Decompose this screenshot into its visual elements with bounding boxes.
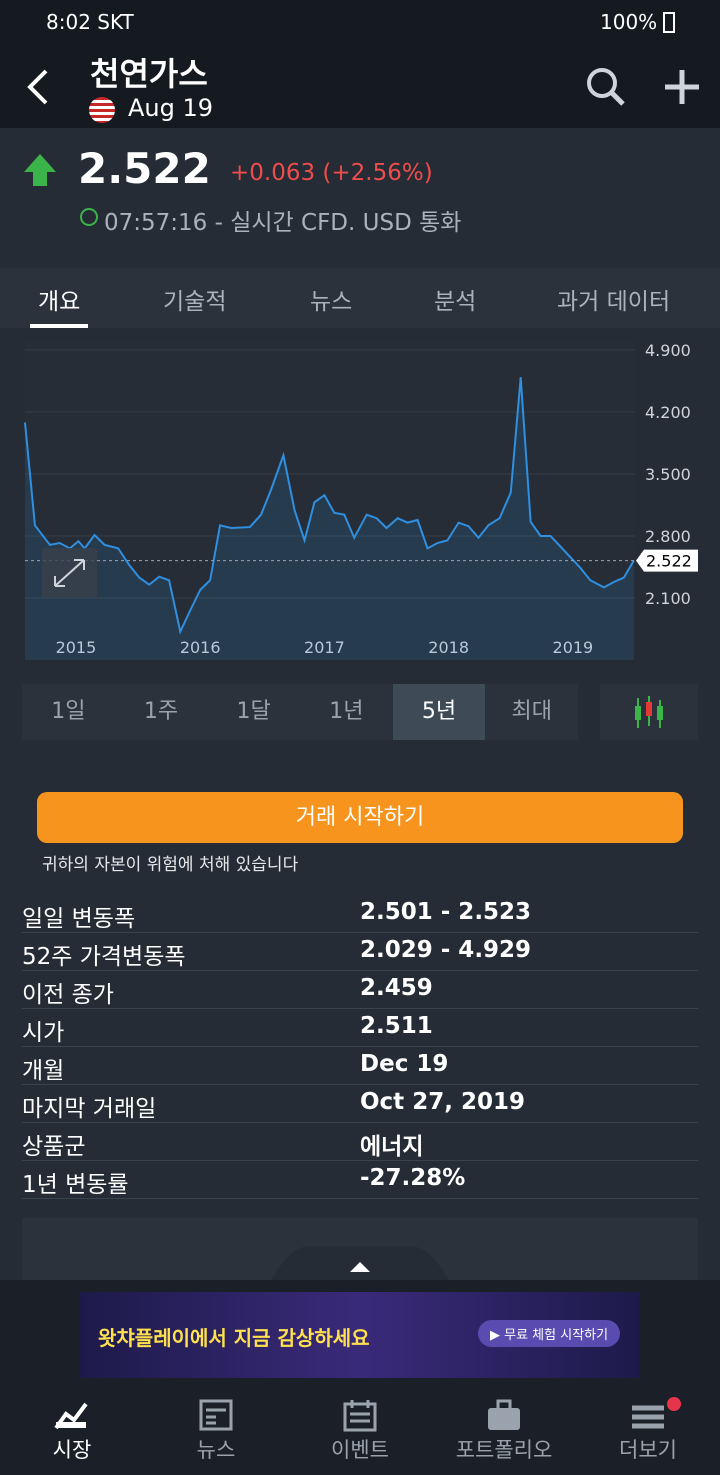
y-tick-label: 2.800 [645, 527, 691, 546]
up-arrow [24, 154, 56, 186]
search-button[interactable] [584, 65, 628, 109]
stat-row: 1년 변동률 -27.28% [22, 1161, 698, 1199]
stat-label: 개월 [22, 1058, 65, 1084]
stat-label: 마지막 거래일 [22, 1096, 157, 1122]
quote-time: 07:57:16 - 실시간 CFD. USD 통화 [104, 210, 462, 236]
nav-item[interactable]: 이벤트 [331, 1438, 389, 1462]
expand-tab[interactable] [270, 1242, 450, 1282]
battery-icon [663, 12, 675, 33]
bottom-nav: 시장 뉴스 이벤트 포트폴리오 더보기 [0, 1390, 720, 1475]
flag [89, 97, 115, 123]
area [25, 377, 634, 660]
nav-item[interactable]: 더보기 [619, 1438, 677, 1462]
last-price-box [636, 549, 698, 572]
back-button[interactable] [24, 67, 54, 107]
stat-row: 일일 변동폭 2.501 - 2.523 [22, 895, 698, 933]
candle-toggle[interactable] [600, 684, 698, 740]
nav-item[interactable]: 포트폴리오 [455, 1438, 553, 1462]
stat-value: 2.459 [360, 975, 433, 1001]
y-tick-label: 4.200 [645, 403, 691, 422]
stat-row: 시가 2.511 [22, 1009, 698, 1047]
stat-value: 2.501 - 2.523 [360, 899, 532, 925]
stat-value: -27.28% [360, 1165, 466, 1191]
tab[interactable]: 뉴스 [310, 289, 353, 315]
ad-banner[interactable]: 왓챠플레이에서 지금 감상하세요 ▶ 무료 체험 시작하기 [80, 1292, 640, 1378]
tab[interactable]: 기술적 [163, 289, 227, 315]
stat-row: 이전 종가 2.459 [22, 971, 698, 1009]
trade-button[interactable]: 거래 시작하기 [37, 792, 683, 843]
tab-indicator [30, 324, 88, 328]
y-tick-label: 4.900 [645, 341, 691, 360]
nav-item[interactable]: 시장 [52, 1438, 92, 1462]
expand-icon [54, 559, 85, 587]
x-tick-label: 2016 [180, 638, 221, 657]
nav-icon [54, 1402, 88, 1430]
last-price-label: 2.522 [646, 552, 692, 571]
price-change: +0.063 (+2.56%) [230, 160, 433, 186]
tab[interactable]: 분석 [434, 289, 477, 315]
battery: 100% [600, 10, 658, 34]
stat-label: 시가 [22, 1020, 65, 1046]
stat-value: 에너지 [360, 1134, 424, 1160]
title: 천연가스 [90, 55, 208, 93]
nav-icon [632, 1397, 681, 1429]
range-selector: 1일 1주 1달 1년 5년 최대 [22, 684, 578, 740]
price: 2.522 [78, 144, 211, 193]
subtitle[interactable]: Aug 19 [128, 94, 214, 122]
ad-text: 왓챠플레이에서 지금 감상하세요 [98, 1326, 370, 1350]
x-tick-label: 2018 [428, 638, 469, 657]
x-tick-label: 2017 [304, 638, 345, 657]
stat-value: 2.511 [360, 1013, 433, 1039]
add-button[interactable] [662, 67, 702, 107]
tab-bar: 개요 기술적 뉴스 분석 과거 데이터 [0, 268, 720, 328]
stat-label: 52주 가격변동폭 [22, 944, 186, 970]
stat-value: Dec 19 [360, 1051, 449, 1077]
range-button[interactable]: 1주 [143, 699, 179, 724]
nav-icon [343, 1400, 377, 1432]
stat-value: Oct 27, 2019 [360, 1089, 525, 1115]
stat-label: 일일 변동폭 [22, 906, 136, 932]
stat-label: 1년 변동률 [22, 1172, 129, 1198]
stat-value: 2.029 - 4.929 [360, 937, 532, 963]
ad-button[interactable]: ▶ 무료 체험 시작하기 [478, 1320, 621, 1347]
range-button[interactable]: 1일 [51, 699, 86, 724]
y-tick-label: 3.500 [645, 465, 691, 484]
tab[interactable]: 개요 [38, 289, 81, 315]
range-button[interactable]: 1년 [329, 699, 364, 724]
x-tick-label: 2015 [56, 638, 97, 657]
nav-item[interactable]: 뉴스 [196, 1438, 236, 1462]
y-tick-label: 2.100 [645, 589, 691, 608]
stat-row: 개월 Dec 19 [22, 1047, 698, 1085]
range-button[interactable]: 1달 [236, 699, 271, 724]
stat-row: 52주 가격변동폭 2.029 - 4.929 [22, 933, 698, 971]
chart: 2.100 2.800 3.500 4.200 4.900 2015 2016 2017 201… [24, 341, 698, 660]
tab[interactable]: 과거 데이터 [557, 289, 671, 315]
range-button[interactable]: 5년 [392, 684, 486, 740]
nav-icon [199, 1399, 233, 1431]
stat-label: 이전 종가 [22, 982, 114, 1008]
status-time: 8:02 SKT [46, 10, 134, 34]
clock-icon [80, 208, 98, 226]
header: 천연가스 Aug 19 [0, 45, 720, 128]
nav-icon [488, 1399, 520, 1430]
range-button[interactable]: 최대 [511, 699, 552, 724]
x-tick-label: 2019 [553, 638, 594, 657]
stat-row: 마지막 거래일 Oct 27, 2019 [22, 1085, 698, 1123]
risk-warning: 귀하의 자본이 위험에 처해 있습니다 [42, 855, 299, 875]
stat-row: 상품군 에너지 [22, 1123, 698, 1161]
price-line [24, 377, 635, 635]
plot-area [25, 341, 635, 660]
stat-label: 상품군 [22, 1134, 86, 1160]
status-bar: 8:02 SKT 100% [0, 0, 720, 45]
